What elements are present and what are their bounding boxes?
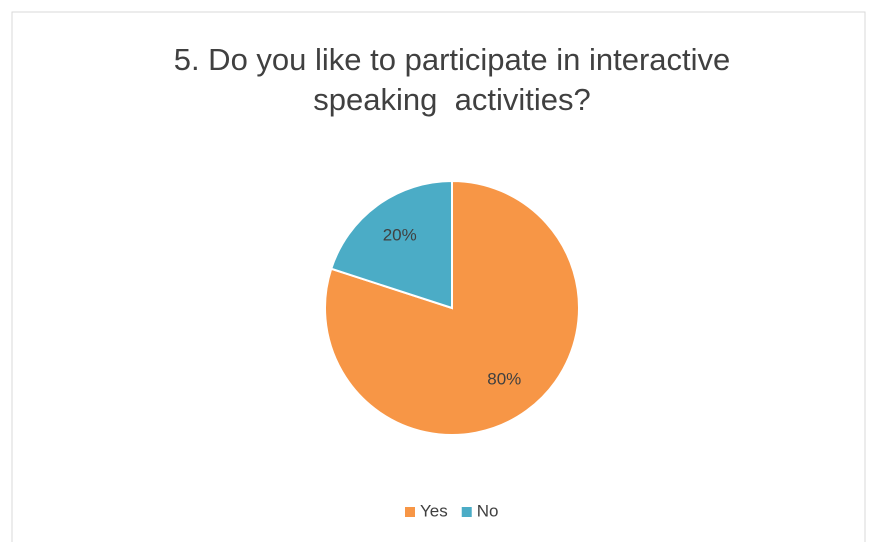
chart-title: 5. Do you like to participate in interac…	[173, 42, 739, 117]
pie-slice	[329, 179, 453, 310]
legend-label: No	[477, 501, 499, 520]
data-label: 80%	[487, 369, 521, 388]
data-label: 20%	[383, 226, 417, 245]
legend-swatch	[405, 507, 415, 517]
legend-swatch	[461, 507, 472, 517]
legend-label: Yes	[420, 501, 448, 520]
